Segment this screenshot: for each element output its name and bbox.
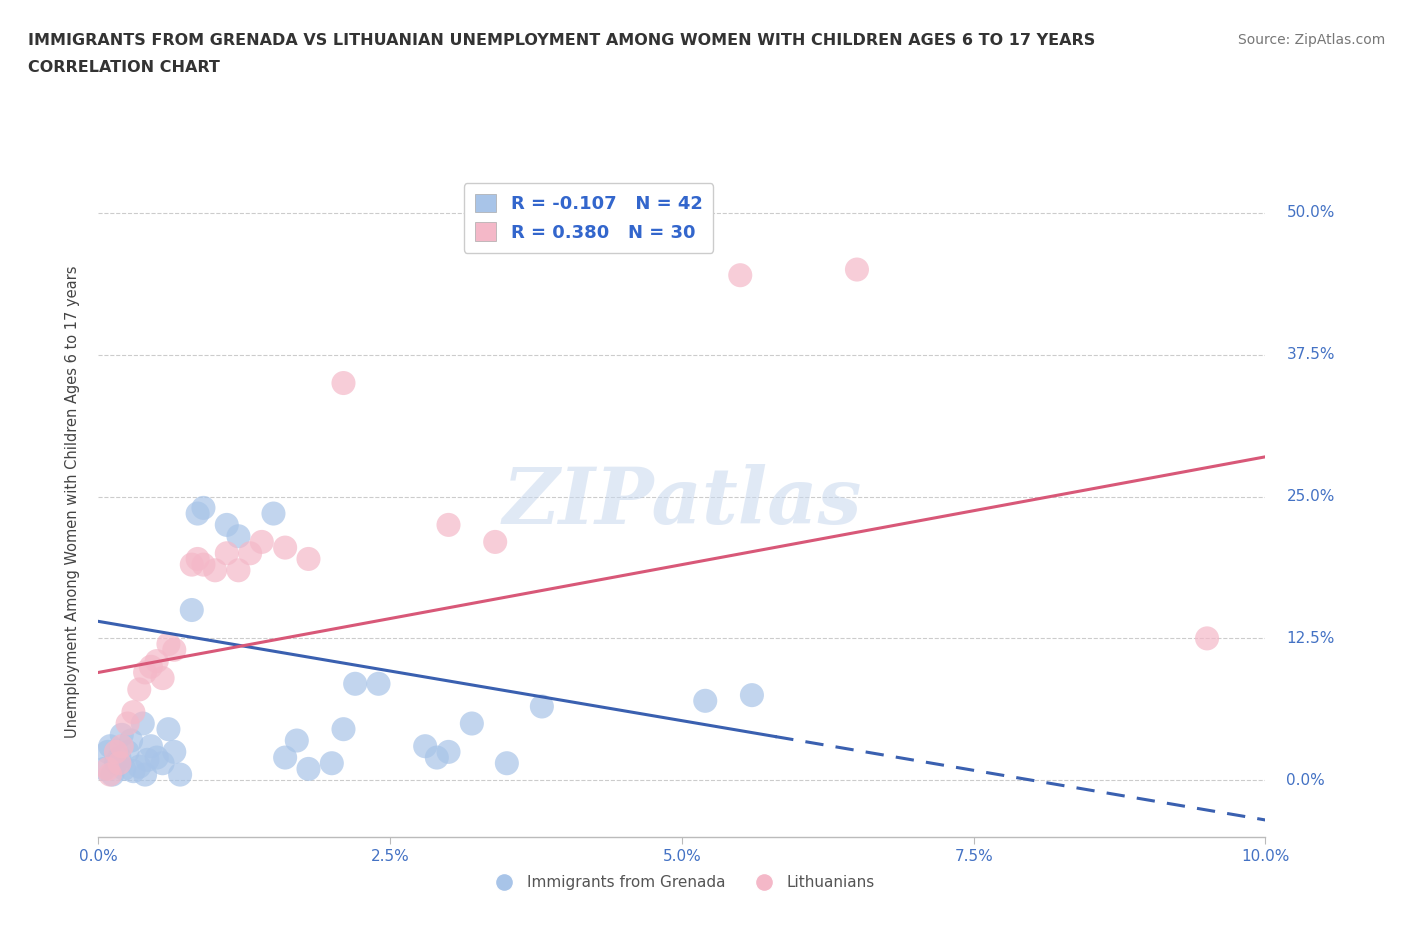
Point — [285, 733, 308, 748]
Point — [152, 671, 174, 685]
Point — [741, 687, 763, 702]
Point — [484, 535, 506, 550]
Point — [228, 563, 250, 578]
Point — [139, 659, 162, 674]
Point — [297, 762, 319, 777]
Text: 37.5%: 37.5% — [1286, 347, 1334, 362]
Point — [146, 654, 169, 669]
Point — [297, 551, 319, 566]
Point — [117, 744, 139, 759]
Point — [332, 722, 354, 737]
Point — [180, 603, 202, 618]
Point — [730, 268, 752, 283]
Point — [204, 563, 226, 578]
Point — [274, 751, 297, 765]
Point — [128, 682, 150, 697]
Point — [437, 744, 460, 759]
Point — [134, 665, 156, 680]
Point — [117, 716, 139, 731]
Point — [461, 716, 484, 731]
Point — [262, 506, 284, 521]
Point — [98, 738, 121, 753]
Point — [97, 744, 120, 759]
Point — [104, 744, 127, 759]
Point — [111, 738, 134, 753]
Text: IMMIGRANTS FROM GRENADA VS LITHUANIAN UNEMPLOYMENT AMONG WOMEN WITH CHILDREN AGE: IMMIGRANTS FROM GRENADA VS LITHUANIAN UN… — [28, 33, 1095, 47]
Text: 12.5%: 12.5% — [1286, 631, 1334, 646]
Point — [134, 767, 156, 782]
Text: 50.0%: 50.0% — [1286, 206, 1334, 220]
Point — [157, 722, 180, 737]
Point — [413, 738, 436, 753]
Point — [228, 529, 250, 544]
Point — [136, 752, 159, 767]
Point — [695, 694, 717, 709]
Text: 25.0%: 25.0% — [1286, 489, 1334, 504]
Point — [146, 751, 169, 765]
Point — [437, 517, 460, 532]
Point — [344, 676, 367, 691]
Point — [128, 759, 150, 774]
Point — [180, 557, 202, 572]
Point — [845, 262, 868, 277]
Point — [93, 762, 115, 777]
Point — [122, 764, 145, 778]
Text: ZIPatlas: ZIPatlas — [502, 464, 862, 540]
Point — [530, 699, 553, 714]
Y-axis label: Unemployment Among Women with Children Ages 6 to 17 years: Unemployment Among Women with Children A… — [65, 266, 80, 738]
Point — [98, 767, 121, 782]
Point — [1195, 631, 1218, 645]
Point — [163, 744, 186, 759]
Point — [193, 557, 215, 572]
Text: 0.0%: 0.0% — [1286, 773, 1326, 788]
Point — [239, 546, 262, 561]
Text: CORRELATION CHART: CORRELATION CHART — [28, 60, 219, 75]
Point — [97, 762, 120, 777]
Point — [163, 643, 186, 658]
Point — [111, 727, 134, 742]
Point — [215, 517, 238, 532]
Point — [321, 756, 343, 771]
Point — [112, 762, 135, 777]
Point — [152, 756, 174, 771]
Point — [120, 733, 142, 748]
Point — [426, 751, 449, 765]
Point — [108, 756, 131, 771]
Point — [132, 716, 155, 731]
Point — [187, 506, 209, 521]
Point — [274, 540, 297, 555]
Point — [187, 551, 209, 566]
Point — [122, 705, 145, 720]
Point — [101, 767, 124, 782]
Point — [215, 546, 238, 561]
Point — [139, 738, 162, 753]
Point — [157, 637, 180, 652]
Point — [250, 535, 273, 550]
Point — [108, 751, 131, 765]
Point — [169, 767, 191, 782]
Point — [367, 676, 389, 691]
Legend: Immigrants from Grenada, Lithuanians: Immigrants from Grenada, Lithuanians — [482, 870, 882, 897]
Point — [104, 756, 127, 771]
Point — [495, 756, 517, 771]
Point — [332, 376, 354, 391]
Point — [193, 500, 215, 515]
Text: Source: ZipAtlas.com: Source: ZipAtlas.com — [1237, 33, 1385, 46]
